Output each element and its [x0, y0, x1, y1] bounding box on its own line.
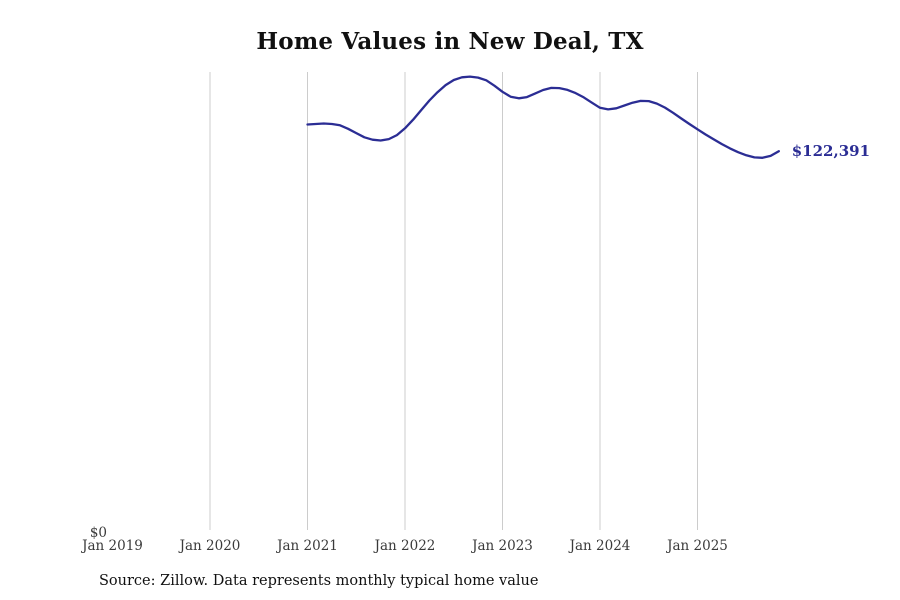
x-tick-label: Jan 2023: [470, 538, 533, 554]
home-value-line: [306, 75, 780, 159]
x-tick-label: Jan 2025: [665, 538, 728, 554]
x-tick-label: Jan 2024: [568, 538, 631, 554]
chart-title: Home Values in New Deal, TX: [256, 28, 644, 55]
x-tick-label: Jan 2021: [275, 538, 338, 554]
series-end-value-label: $122,391: [791, 142, 871, 161]
y-zero-label: $0: [90, 525, 107, 541]
source-note: Source: Zillow. Data represents monthly …: [99, 573, 539, 589]
x-tick-label: Jan 2022: [373, 538, 436, 554]
x-tick-label: Jan 2020: [178, 538, 241, 554]
x-tick-label: Jan 2019: [80, 538, 143, 554]
